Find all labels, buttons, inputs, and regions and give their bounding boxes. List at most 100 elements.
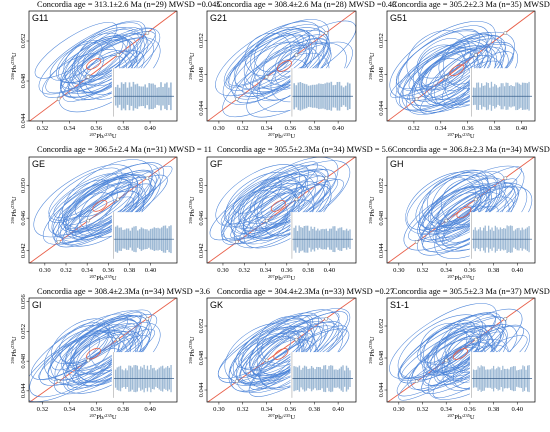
concordia-age-marker [324,31,329,35]
plot-frame [386,297,536,403]
y-tick-label: 0.050 [20,177,27,193]
x-tick-label: 0.34 [435,125,447,132]
analysis-error-ellipse [231,41,310,100]
x-axis-label: 207Pb/235U [89,413,117,422]
analysis-error-ellipse [397,25,489,92]
analysis-error-ellipse [60,34,148,94]
analysis-error-ellipse [419,323,468,365]
panel-title: Concordia age = 305.5±2.3Ma (n=34) MWSD … [217,145,392,154]
x-tick-label: 0.40 [332,406,344,413]
y-axis-label: 206Pb/238U [188,52,197,80]
x-tick-label: 0.36 [285,406,297,413]
x-tick-label: 0.32 [238,267,250,274]
y-tick-label: 0.050 [198,177,205,193]
x-tick-label: 0.40 [324,267,336,274]
x-tick-label: 0.38 [309,125,321,132]
x-tick-label: 0.38 [302,267,314,274]
panel-label: GE [32,159,45,169]
y-tick-label: 0.052 [198,319,205,334]
y-axis-label: 206Pb/238U [368,336,377,364]
concordia-age-marker [503,316,508,321]
panel-title: Concordia age = 305.5±2.3 Ma (n=37) MWSD… [392,287,550,296]
y-axis-label: 206Pb/238U [188,336,197,364]
x-tick-label: 0.34 [64,125,76,132]
x-tick-label: 0.30 [213,125,225,132]
analysis-error-ellipse [399,35,506,112]
x-tick-label: 0.30 [217,267,229,274]
analysis-error-ellipse [389,20,496,99]
x-tick-label: 0.34 [260,267,272,274]
x-axis-label: 207Pb/235U [89,132,117,141]
x-tick-label: 0.34 [440,267,452,274]
analysis-error-ellipse [50,329,115,386]
analysis-error-ellipse [417,320,476,363]
analysis-error-ellipse [223,28,310,91]
y-tick-label: 0.044 [20,383,27,399]
concordia-age-marker [264,75,269,79]
x-tick-label: 0.36 [462,125,474,132]
x-tick-label: 0.30 [213,406,225,413]
analysis-error-ellipse [63,40,121,94]
concordia-curve [29,157,177,263]
concordia-age-marker [86,358,90,363]
panel-title: Concordia age = 308.4±2.6 Ma (n=28) MWSD… [217,0,396,9]
analysis-error-ellipse [427,331,481,372]
panel-ge: Concordia age = 306.5±2.4 Ma (n=31) MWSD… [10,145,212,282]
weighted-mean-inset [111,212,175,259]
concordia-age-marker [86,218,90,223]
analysis-error-ellipse [233,180,305,235]
panel-label: G51 [390,13,407,23]
y-tick-label: 0.046 [20,210,27,226]
concordia-age-marker [116,197,120,202]
analysis-error-ellipse [396,29,481,90]
panel-label: G21 [210,13,227,23]
analysis-error-ellipse [249,330,307,372]
analysis-error-ellipse [42,174,143,245]
plot-area [29,298,177,402]
x-axis-label: 207Pb/235U [268,132,296,141]
concordia-age-marker [56,379,61,384]
x-tick-label: 0.36 [90,125,102,132]
x-axis-label: 207Pb/235U [268,274,296,283]
panel-title: Concordia age = 308.4±2.3Ma (n=34) MWSD … [37,287,210,296]
analysis-error-ellipse [220,161,318,226]
x-tick-label: 0.40 [144,125,156,132]
y-tick-label: 0.044 [198,382,205,398]
concordia-age-ellipse [276,60,292,72]
weighted-mean-inset [469,352,533,398]
concordia-age-marker [414,379,419,384]
analysis-error-ellipse [230,186,310,240]
analysis-error-ellipse [48,173,120,223]
analysis-error-ellipse [408,33,493,91]
concordia-curve [207,298,356,402]
concordia-age-marker [414,239,419,244]
concordia-age-marker [86,75,90,79]
analysis-error-ellipse [225,33,304,88]
analysis-error-ellipse [33,164,134,238]
analysis-error-ellipse [436,192,481,226]
analysis-error-ellipse [421,175,481,224]
analysis-error-ellipse [61,178,130,226]
concordia-age-ellipse [86,347,102,360]
y-tick-label: 0.044 [198,100,205,116]
analysis-error-ellipse [51,318,110,364]
panel-g11: Concordia age = 313.1±2.6 Ma (n=29) MWSD… [10,0,221,140]
concordia-age-marker [294,197,299,202]
plot-frame [386,156,536,264]
analysis-error-ellipse [398,331,504,401]
x-tick-label: 0.34 [64,406,76,413]
concordia-age-marker [234,239,239,244]
x-tick-label: 0.38 [488,406,500,413]
panel-g21: Concordia age = 308.4±2.6 Ma (n=28) MWSD… [188,0,397,140]
concordia-age-marker [324,176,329,180]
x-tick-label: 0.40 [144,406,156,413]
concordia-curve [207,157,356,263]
analysis-error-ellipse [419,45,489,98]
analysis-error-ellipse [244,32,292,77]
x-tick-label: 0.32 [417,406,429,413]
analysis-error-ellipse [228,336,300,393]
panel-gk: Concordia age = 304.4±2.3Ma (n=33) MWSD … [188,287,395,421]
analysis-error-ellipse [51,335,100,371]
panel-s1-1: Concordia age = 305.5±2.3 Ma (n=37) MWSD… [368,287,550,421]
